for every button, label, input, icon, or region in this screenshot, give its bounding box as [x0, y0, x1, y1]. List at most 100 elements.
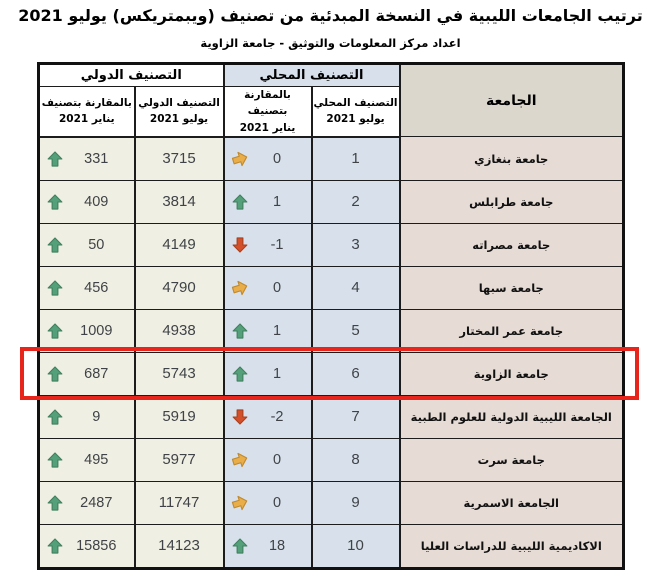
local-change: -1 [226, 224, 310, 265]
up-arrow-icon [47, 452, 63, 468]
local-rank-value: 1 [310, 136, 401, 181]
local-change-value: 1 [272, 193, 282, 210]
local-change: 0 [226, 482, 310, 523]
intl-change: 15856 [41, 525, 133, 567]
local-change-value: 1 [272, 322, 282, 339]
intl-change-value: 495 [84, 451, 109, 468]
table-row: جامعة عمر المختار 5 1 4938 1009 [37, 308, 625, 353]
university-name: الاكاديمية الليبية للدراسات العليا [398, 523, 625, 569]
table-row: جامعة سرت 8 0 5977 495 [37, 437, 625, 482]
page-title: ترتيب الجامعات الليبية في النسخة المبدئي… [18, 6, 643, 25]
local-change: 1 [226, 181, 310, 222]
up-arrow-icon [47, 151, 63, 167]
local-change: 1 [226, 310, 310, 351]
intl-change: 2487 [41, 482, 133, 523]
local-rank-value: 8 [310, 437, 401, 482]
down-arrow-icon [232, 237, 247, 253]
local-change-cell: -1 [222, 222, 313, 267]
intl-change-cell: 409 [37, 179, 136, 224]
up-arrow-icon [232, 538, 247, 554]
up-arrow-icon [232, 194, 247, 210]
intl-change-cell: 495 [37, 437, 136, 482]
table-row: جامعة مصراته 3 -1 4149 50 [37, 222, 625, 267]
intl-change: 331 [41, 138, 133, 180]
rankings-table-wrap: الجامعة التصنيف المحلي التصنيف الدولي ال… [37, 62, 626, 570]
up-arrow-icon [47, 194, 63, 210]
intl-change-value: 409 [84, 193, 109, 210]
intl-change-value: 331 [84, 150, 109, 167]
header-line: التصنيف الدولي [138, 97, 220, 110]
local-change-cell: 1 [222, 179, 313, 224]
intl-change: 1009 [41, 310, 133, 351]
header-line: يوليو 2021 [149, 113, 209, 126]
university-name: جامعة بنغازي [398, 136, 625, 181]
university-name: جامعة طرابلس [398, 179, 625, 224]
intl-change-cell: 15856 [37, 523, 136, 569]
down-arrow-icon [232, 409, 247, 425]
header-line: بالمقارنة بتصنيف [244, 89, 291, 118]
intl-rank-value: 4149 [133, 222, 225, 267]
local-change-cell: 1 [222, 351, 313, 396]
table-row: الجامعة الاسمرية 9 0 11747 2487 [37, 480, 625, 525]
local-change-cell: 0 [222, 265, 313, 310]
local-rank-value: 6 [310, 351, 401, 396]
table-row: جامعة بنغازي 1 0 3715 331 [37, 136, 625, 181]
local-change-cell: 0 [222, 480, 313, 525]
university-name: جامعة سرت [398, 437, 625, 482]
header-line: يناير 2021 [58, 113, 115, 126]
local-change-value: 0 [272, 279, 282, 296]
table-row: جامعة طرابلس 2 1 3814 409 [37, 179, 625, 224]
intl-rank-value: 5743 [133, 351, 225, 396]
header-group-row: الجامعة التصنيف المحلي التصنيف الدولي [37, 62, 625, 138]
header-line: يناير 2021 [239, 121, 296, 134]
intl-rank-value: 14123 [133, 523, 225, 569]
up-arrow-icon [47, 237, 63, 253]
local-rank-value: 7 [310, 394, 401, 439]
university-name: جامعة مصراته [398, 222, 625, 267]
intl-rank-value: 5977 [133, 437, 225, 482]
local-change: -2 [226, 396, 310, 437]
column-header-intl-rank: التصنيف الدولي يوليو 2021 [133, 85, 225, 138]
intl-change: 9 [41, 396, 133, 437]
rankings-table: الجامعة التصنيف المحلي التصنيف الدولي ال… [37, 62, 626, 570]
up-arrow-icon [232, 366, 247, 382]
steady-arrow-icon [231, 495, 247, 510]
local-rank-value: 2 [310, 179, 401, 224]
intl-change-value: 2487 [80, 494, 113, 511]
column-header-university: الجامعة [398, 62, 625, 138]
local-change: 0 [226, 138, 310, 180]
up-arrow-icon [47, 495, 63, 511]
local-change: 1 [226, 353, 310, 394]
local-change: 0 [226, 267, 310, 308]
up-arrow-icon [232, 323, 247, 339]
local-change-cell: 18 [222, 523, 313, 569]
intl-change-cell: 456 [37, 265, 136, 310]
local-change-cell: -2 [222, 394, 313, 439]
intl-rank-value: 3814 [133, 179, 225, 224]
local-change-value: 0 [272, 451, 282, 468]
university-name: جامعة سبها [398, 265, 625, 310]
intl-rank-value: 11747 [133, 480, 225, 525]
local-change-value: 0 [272, 150, 282, 167]
table-row: الاكاديمية الليبية للدراسات العليا 10 18 14… [37, 523, 625, 569]
table-body: جامعة بنغازي 1 0 3715 331 جامعة طرابلس 2 1 3814 4… [37, 136, 625, 569]
steady-arrow-icon [231, 452, 247, 467]
local-rank-value: 4 [310, 265, 401, 310]
local-change-value: 1 [272, 365, 282, 382]
university-name: جامعة الزاوية [398, 351, 625, 396]
intl-change-cell: 2487 [37, 480, 136, 525]
header-line: التصنيف المحلي [313, 97, 398, 110]
intl-change: 409 [41, 181, 133, 222]
local-change-value: -1 [270, 236, 284, 253]
local-rank-value: 10 [310, 523, 401, 569]
local-rank-value: 9 [310, 480, 401, 525]
university-name: الجامعة الاسمرية [398, 480, 625, 525]
local-change-value: -2 [270, 408, 284, 425]
up-arrow-icon [47, 409, 63, 425]
intl-change-cell: 687 [37, 351, 136, 396]
intl-change-cell: 1009 [37, 308, 136, 353]
intl-change-value: 1009 [80, 322, 113, 339]
column-group-international-ranking: التصنيف الدولي [37, 63, 225, 87]
local-rank-value: 3 [310, 222, 401, 267]
intl-change: 495 [41, 439, 133, 480]
